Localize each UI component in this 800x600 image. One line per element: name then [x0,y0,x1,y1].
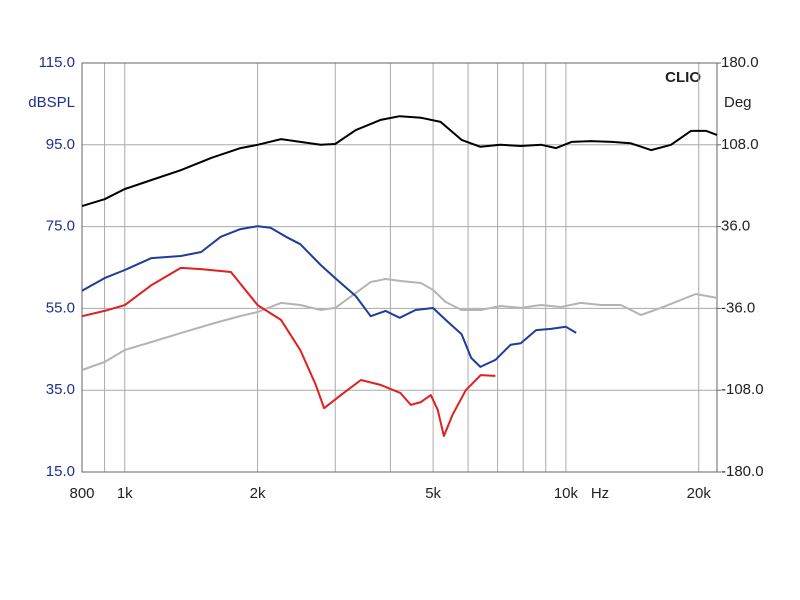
y-tick-label: 75.0 [46,218,75,235]
y2-tick-label: -180.0 [721,463,764,480]
y2-tick-label: 180.0 [721,54,759,71]
series-line [81,225,577,368]
y-axis-label: dBSPL [28,94,75,111]
y2-tick-label: -108.0 [721,381,764,398]
y-tick-label: 55.0 [46,299,75,316]
x-tick-label: 5k [425,485,441,502]
x-tick-label: 20k [687,485,712,502]
series-line [81,266,496,437]
y2-axis-label: Deg [724,94,752,111]
x-tick-label: 2k [250,485,266,502]
x-tick-label: 10k [554,485,579,502]
brand: CLIO [665,69,701,86]
y-tick-label: 15.0 [46,463,75,480]
x-axis-label: Hz [591,485,609,502]
series-line [81,115,718,208]
y-tick-label: 35.0 [46,381,75,398]
y2-tick-label: -36.0 [721,299,755,316]
y2-tick-label: 36.0 [721,218,750,235]
series-line [81,278,718,371]
y2-tick-label: 108.0 [721,136,759,153]
y-tick-label: 95.0 [46,136,75,153]
y-tick-label: 115.0 [39,54,75,71]
x-tick-label: 1k [117,485,133,502]
plot-frame [81,62,718,473]
x-tick-label: 800 [69,485,94,502]
